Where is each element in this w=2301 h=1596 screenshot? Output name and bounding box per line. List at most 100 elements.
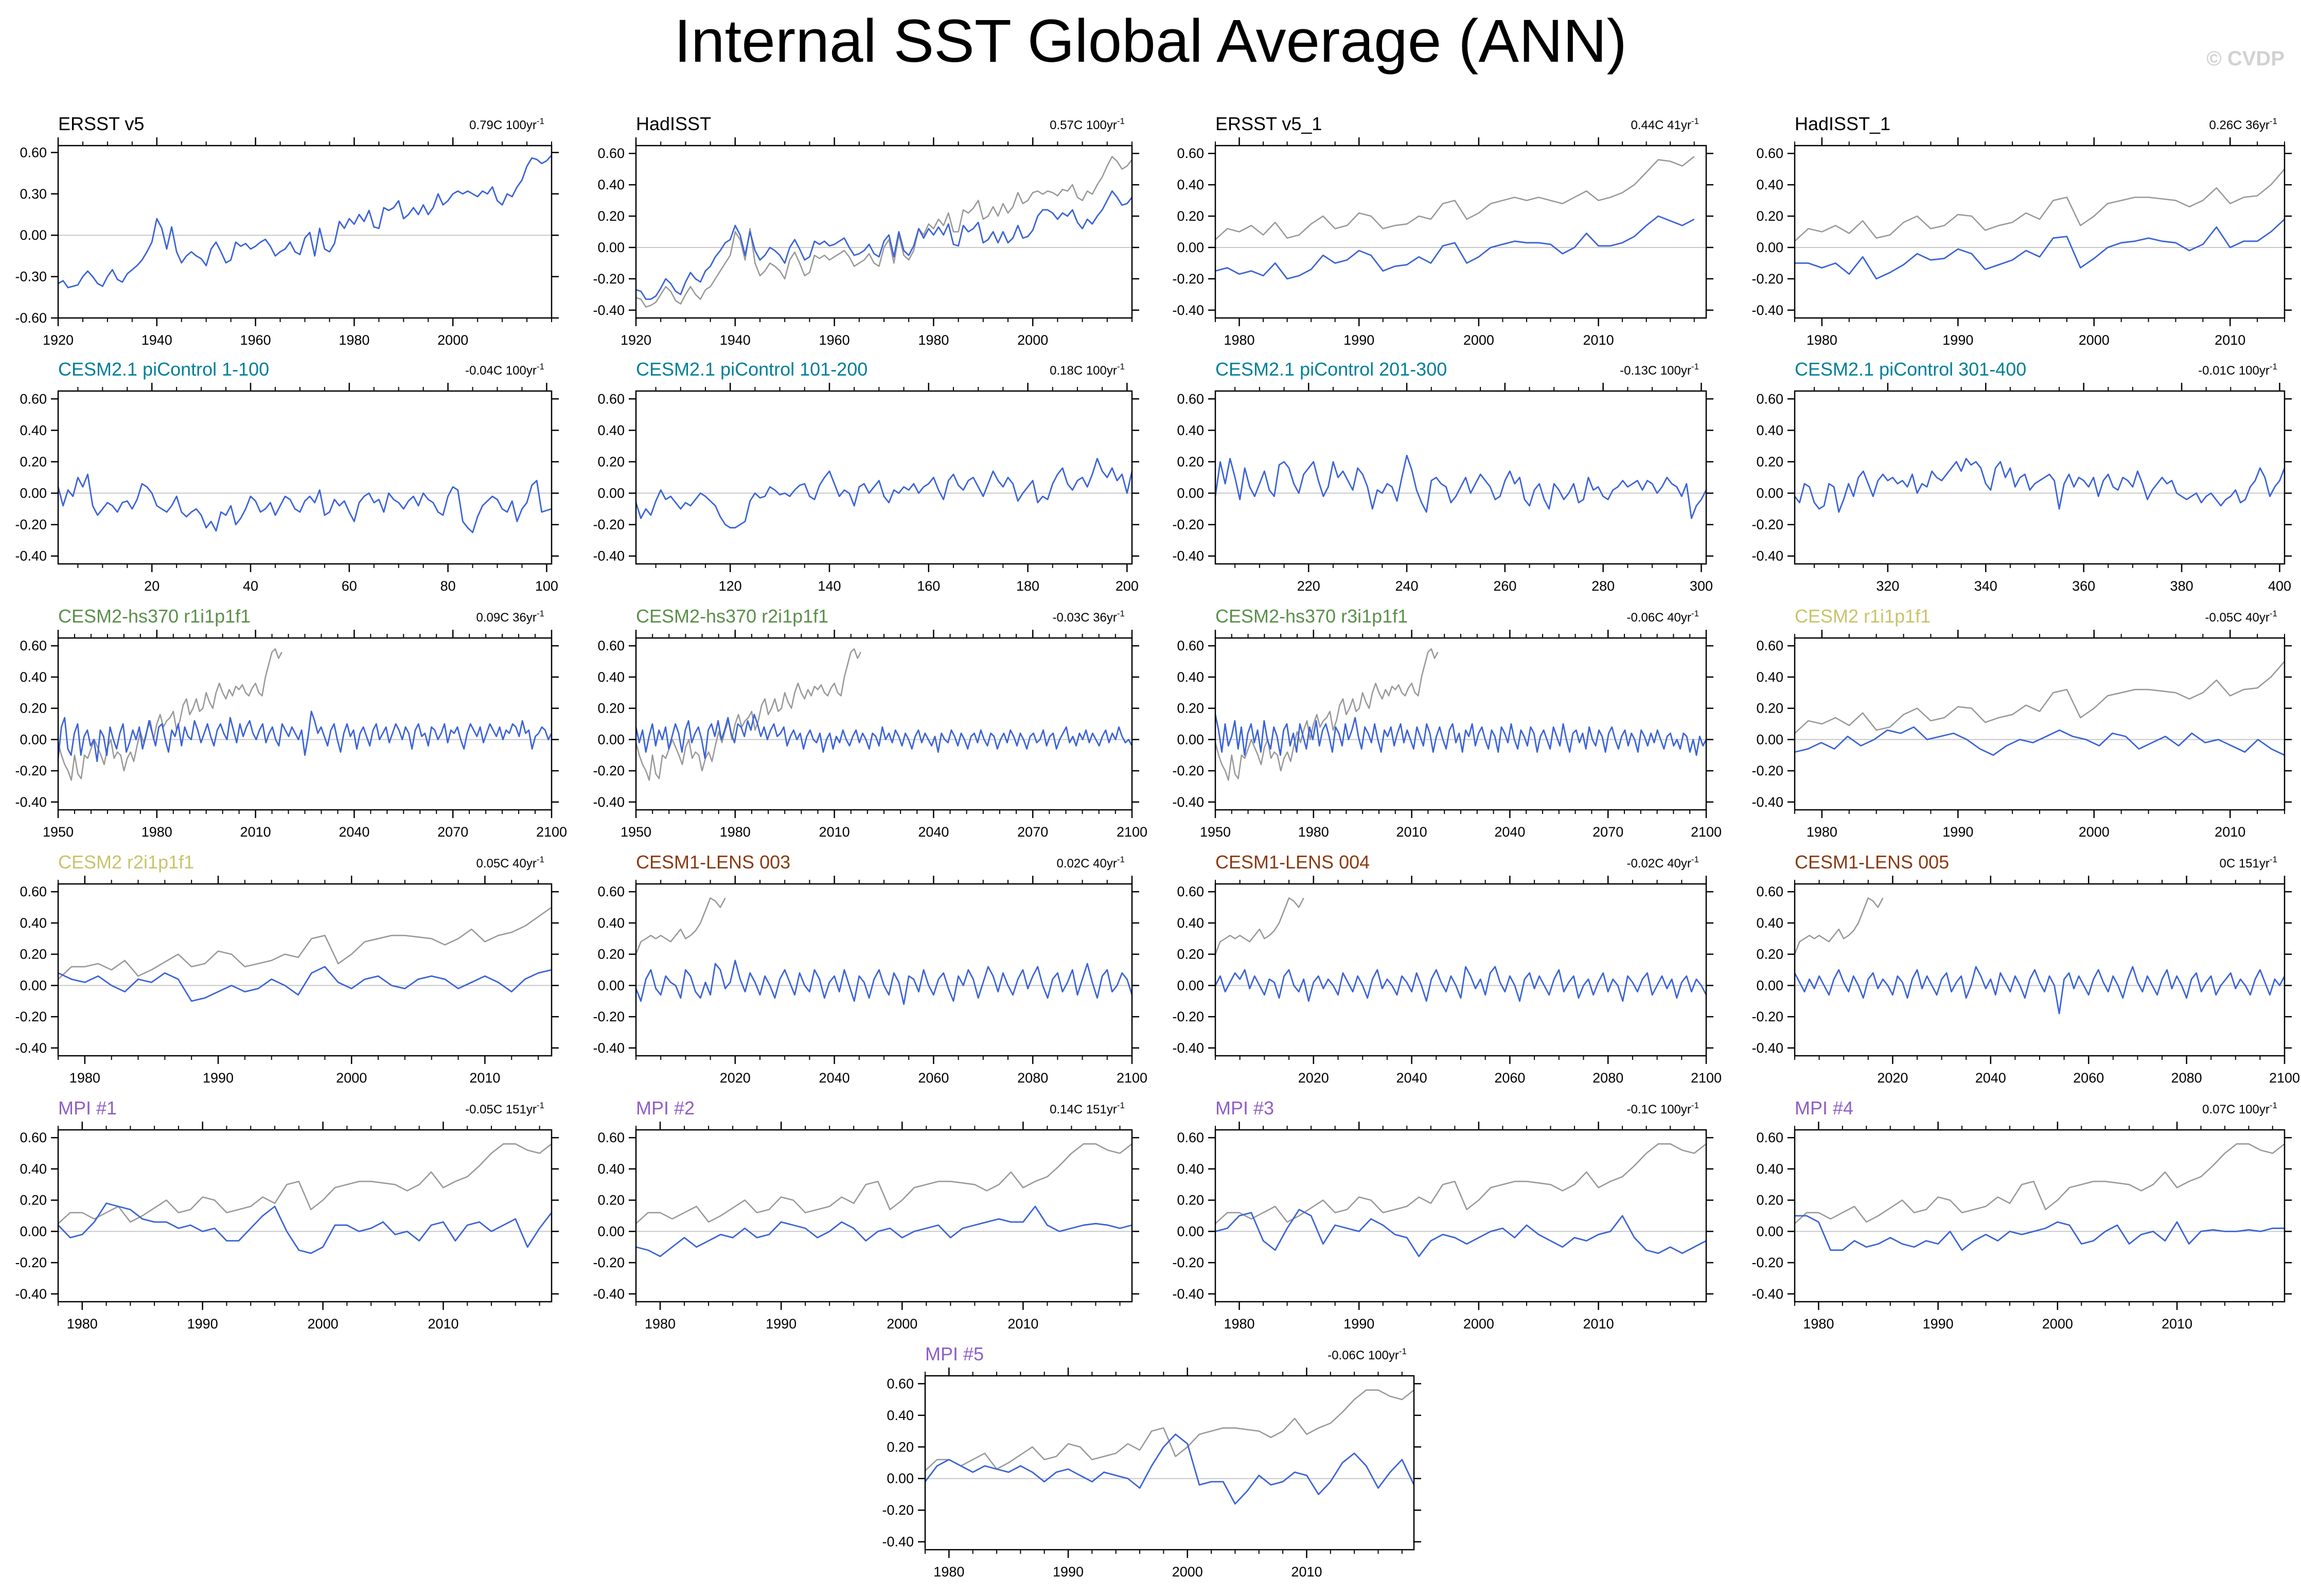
y-tick-label: 0.60 — [597, 884, 625, 899]
y-tick-label: 0.60 — [20, 1130, 47, 1145]
y-tick-label: 0.40 — [1756, 422, 1783, 438]
plot-frame — [1214, 637, 1707, 811]
panel: 0.60 0.40 0.20 0.00 -0.20 -0.40 1980 1990 2000 20… — [15, 852, 559, 1086]
observed-series-line — [1794, 897, 1884, 955]
plot-frame — [57, 390, 553, 565]
x-tick-label: 2000 — [1172, 1564, 1203, 1580]
y-tick-label: 0.00 — [887, 1471, 914, 1486]
trend-value: 0.14C 151yr — [1050, 1103, 1117, 1116]
y-tick-label: -0.40 — [1751, 1040, 1783, 1056]
trend-value: -0.03C 36yr — [1052, 611, 1117, 625]
y-tick-label: -0.20 — [593, 1009, 625, 1024]
trend-label: -0.05C 40yr-1 — [2205, 609, 2277, 625]
trend-value: -0.05C 151yr — [465, 1103, 537, 1116]
x-tick-label: 2020 — [720, 1070, 751, 1086]
plot-frame — [635, 390, 1133, 565]
panel: 0.60 0.40 0.20 0.00 -0.20 -0.40 120 140 160 180 20… — [593, 359, 1139, 594]
y-tick-label: 0.40 — [1177, 669, 1204, 685]
internal-series-line — [57, 711, 553, 762]
trend-superscript: -1 — [1691, 1101, 1699, 1110]
plot-frame — [57, 883, 553, 1057]
internal-series-line — [1795, 219, 2285, 280]
x-tick-label: 1990 — [1942, 332, 1973, 348]
plot-frame — [635, 883, 1133, 1057]
panel: 0.60 0.40 0.20 0.00 -0.20 -0.40 1980 1990 2000 20… — [15, 1097, 559, 1332]
y-tick-label: 0.20 — [20, 701, 47, 716]
trend-label: -0.06C 40yr-1 — [1626, 609, 1699, 625]
y-tick-label: 0.20 — [597, 454, 625, 469]
y-tick-label: 0.00 — [1177, 240, 1204, 255]
panel-title: CESM1-LENS 004 — [1215, 852, 1370, 873]
y-tick-label: -0.40 — [593, 1040, 625, 1056]
trend-superscript: -1 — [1691, 609, 1699, 618]
internal-series-line — [635, 960, 1133, 1005]
x-tick-label: 2100 — [2269, 1070, 2300, 1086]
trend-value: 0.07C 100yr — [2202, 1103, 2270, 1116]
trend-superscript: -1 — [2270, 116, 2277, 126]
x-tick-label: 1950 — [1200, 824, 1231, 840]
trend-label: -0.06C 100yr-1 — [1328, 1346, 1407, 1362]
internal-series-line — [1795, 1215, 2285, 1251]
x-tick-label: 1990 — [187, 1316, 218, 1332]
x-tick-label: 2010 — [1007, 1316, 1038, 1332]
observed-series-line — [1214, 648, 1439, 781]
panel-title: CESM2-hs370 r3i1p1f1 — [1215, 606, 1408, 627]
x-tick-label: 2060 — [918, 1070, 949, 1086]
internal-series-line — [1215, 215, 1695, 280]
internal-series-line — [58, 154, 553, 289]
x-tick-label: 1980 — [69, 1070, 100, 1086]
y-tick-label: 0.00 — [597, 240, 625, 255]
panel-title: CESM2.1 piControl 1-100 — [58, 359, 269, 380]
x-tick-label: 60 — [342, 578, 357, 594]
internal-series-line — [1214, 714, 1707, 756]
y-tick-label: 0.40 — [597, 915, 625, 931]
y-tick-label: 0.00 — [20, 978, 47, 993]
x-tick-label: 400 — [2268, 578, 2291, 594]
trend-value: 0.05C 40yr — [476, 857, 536, 871]
trend-superscript: -1 — [1117, 362, 1125, 371]
panel: 0.60 0.40 0.20 0.00 -0.20 -0.40 20 40 60 80 100 CES… — [15, 359, 559, 594]
x-tick-label: 1990 — [1923, 1316, 1954, 1332]
internal-series-line — [1215, 1209, 1707, 1257]
copyright-watermark: © CVDP — [2206, 47, 2285, 70]
x-tick-label: 380 — [2170, 578, 2193, 594]
x-tick-label: 1920 — [621, 332, 651, 348]
trend-value: -0.01C 100yr — [2198, 364, 2270, 378]
trend-label: 0C 151yr-1 — [2219, 855, 2277, 871]
y-tick-label: 0.60 — [1756, 391, 1783, 406]
y-tick-label: 0.60 — [1177, 391, 1204, 406]
y-tick-label: 0.20 — [1756, 208, 1783, 224]
x-tick-label: 1940 — [720, 332, 751, 348]
y-tick-label: -0.20 — [882, 1502, 914, 1518]
x-tick-label: 280 — [1591, 578, 1615, 594]
x-tick-label: 300 — [1690, 578, 1713, 594]
x-tick-label: 1980 — [645, 1316, 676, 1332]
trend-value: 0.57C 100yr — [1050, 118, 1117, 132]
plot-frame — [1794, 883, 2286, 1057]
panel: 0.60 0.40 0.20 0.00 -0.20 -0.40 1980 1990 2000 20… — [1751, 113, 2292, 348]
trend-label: -0.1C 100yr-1 — [1626, 1101, 1699, 1116]
y-tick-label: -0.20 — [1751, 271, 1783, 287]
panel: 0.60 0.40 0.20 0.00 -0.20 -0.40 1980 1990 2000 20… — [593, 1097, 1139, 1332]
y-tick-label: -0.20 — [593, 763, 625, 778]
y-tick-label: 0.60 — [597, 1130, 625, 1145]
trend-label: 0.07C 100yr-1 — [2202, 1101, 2277, 1116]
x-tick-label: 320 — [1876, 578, 1899, 594]
x-tick-label: 2010 — [2215, 824, 2245, 840]
x-tick-label: 2100 — [536, 824, 567, 840]
trend-superscript: -1 — [537, 855, 544, 864]
y-tick-label: 0.40 — [597, 422, 625, 438]
internal-series-line — [57, 473, 552, 534]
y-tick-label: 0.00 — [597, 1223, 625, 1239]
x-tick-label: 1990 — [1343, 1316, 1374, 1332]
x-tick-label: 2000 — [308, 1316, 339, 1332]
trend-label: 0.57C 100yr-1 — [1050, 116, 1125, 132]
plot-frame — [1794, 390, 2286, 565]
x-tick-label: 200 — [1116, 578, 1139, 594]
panel-title: CESM2-hs370 r2i1p1f1 — [636, 606, 828, 627]
y-tick-label: -0.20 — [15, 1009, 47, 1024]
y-tick-label: 0.20 — [597, 947, 625, 962]
y-tick-label: 0.60 — [1177, 1130, 1204, 1145]
y-tick-label: 0.60 — [887, 1376, 914, 1391]
y-tick-label: 0.00 — [20, 227, 47, 243]
